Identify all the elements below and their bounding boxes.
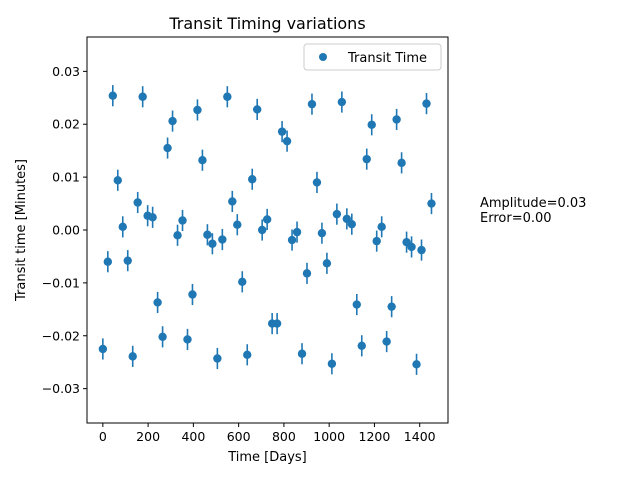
x-tick-label: 600 [227, 429, 251, 444]
x-tick-label: 200 [136, 429, 160, 444]
data-point [302, 269, 312, 278]
data-point [103, 257, 113, 266]
data-point [257, 225, 267, 235]
data-point [193, 105, 202, 115]
data-point [98, 344, 108, 354]
y-tick-label: −0.01 [42, 275, 80, 290]
data-point [412, 360, 421, 369]
data-point [238, 277, 247, 287]
data-point [427, 199, 436, 208]
data-point [223, 92, 232, 101]
data-point [282, 136, 292, 146]
data-point [417, 245, 426, 255]
data-point [377, 222, 386, 232]
data-point [168, 116, 177, 126]
y-tick-label: 0.01 [52, 170, 80, 185]
data-point [332, 209, 342, 219]
data-point [392, 115, 401, 124]
error-text: Error=0.00 [480, 211, 552, 226]
data-point [372, 236, 381, 246]
data-point [178, 216, 187, 225]
x-tick-label: 400 [181, 429, 205, 444]
data-point [367, 120, 376, 129]
data-point [307, 99, 317, 109]
data-point [337, 97, 347, 107]
x-tick-label: 1000 [313, 429, 345, 444]
y-tick-label: 0.03 [52, 64, 80, 79]
data-point [113, 176, 122, 185]
data-point [208, 239, 217, 248]
data-point [262, 215, 272, 224]
data-point [352, 300, 361, 309]
data-point [387, 302, 396, 311]
data-point [198, 156, 207, 165]
data-point [397, 158, 406, 168]
data-point [292, 227, 302, 237]
data-point [203, 230, 212, 239]
data-point [108, 91, 118, 100]
data-point [317, 228, 327, 238]
data-point [248, 175, 257, 184]
data-point [422, 99, 431, 108]
data-point [153, 298, 162, 307]
data-point [118, 222, 127, 232]
data-point [128, 352, 137, 361]
x-tick-label: 800 [272, 429, 296, 444]
data-point [233, 220, 242, 229]
data-point [272, 319, 282, 328]
legend: Transit Time [303, 43, 442, 71]
data-point [327, 359, 337, 368]
data-point [243, 350, 252, 359]
fit-annotation: Amplitude=0.03 Error=0.00 [480, 196, 586, 226]
data-point [382, 337, 391, 346]
y-axis-label: Transit time [Minutes] [14, 159, 29, 302]
data-point [188, 290, 197, 299]
y-tick-label: −0.02 [42, 328, 80, 343]
x-tick-label: 1200 [359, 429, 391, 444]
legend-marker [319, 53, 327, 61]
data-point [347, 219, 357, 229]
data-point [218, 235, 227, 244]
axes-frame [86, 36, 449, 424]
data-point [183, 335, 192, 344]
chart-title: Transit Timing variations [168, 14, 365, 33]
y-tick-label: −0.03 [42, 381, 80, 396]
amplitude-text: Amplitude=0.03 [480, 196, 587, 211]
legend-box [303, 43, 442, 71]
data-point [362, 154, 371, 164]
legend-label: Transit Time [347, 51, 427, 66]
data-point [407, 242, 416, 252]
data-point [163, 143, 172, 153]
y-tick-label: 0.02 [52, 117, 80, 132]
data-point [312, 178, 322, 187]
data-point [228, 197, 237, 206]
data-point [253, 105, 262, 114]
x-axis-label: Time [Days] [227, 450, 307, 465]
data-point [158, 332, 167, 342]
data-point [297, 349, 307, 358]
data-point [123, 256, 132, 265]
data-point [357, 341, 366, 350]
data-point [213, 354, 222, 363]
data-point [133, 198, 142, 207]
data-point [322, 259, 332, 268]
data-point [287, 235, 297, 245]
data-point [277, 127, 287, 136]
axis-ticks: 0 200 400 600 800 1000 1200 1400 −0.03 −0.02 −0.01… [42, 64, 436, 444]
y-tick-label: 0.00 [52, 223, 80, 238]
data-point [342, 214, 352, 224]
data-point [138, 92, 147, 101]
x-tick-label: 0 [99, 429, 107, 444]
x-tick-label: 1400 [404, 429, 436, 444]
data-point [173, 231, 182, 240]
data-marks [98, 85, 436, 375]
data-point [148, 213, 157, 222]
